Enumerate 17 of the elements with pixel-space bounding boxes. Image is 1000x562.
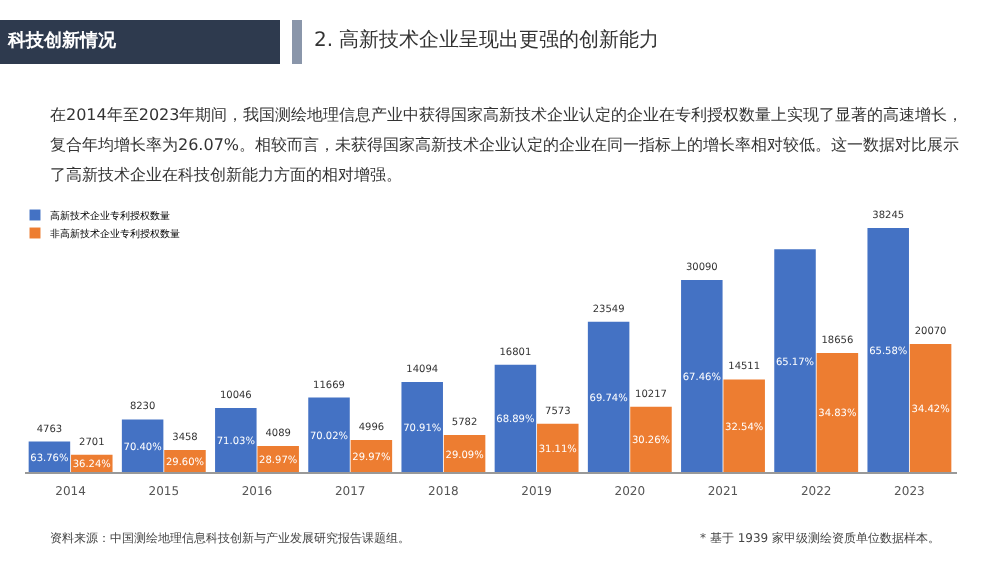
bar xyxy=(681,280,723,472)
bar xyxy=(723,379,765,472)
bar xyxy=(537,423,579,472)
bar xyxy=(121,419,164,472)
chart-title: 2. 高新技术企业呈现出更强的创新能力 xyxy=(292,20,660,64)
bar xyxy=(401,382,443,472)
bar xyxy=(630,406,672,472)
text: 科技创新情况 xyxy=(0,20,280,64)
bar xyxy=(215,407,257,472)
bar xyxy=(909,343,952,472)
bar xyxy=(494,364,537,472)
bar xyxy=(816,352,859,472)
chart-subtitle: 在2014年至2023年期间，我国测绘地理信息产业中获得国家高新技术企业认定的企业在专利授权数量上实现了显著的高速增长，复合年均增长率为26.07%。相较而言，未获得国家高新技术企业认定的企业在同一指标上的增长率相对较低。这一数据对比展示了高新技术企业在科技创新能力方面的相对增强。 xyxy=(50,104,966,188)
bar xyxy=(308,397,350,472)
bar xyxy=(774,249,816,472)
bar xyxy=(867,227,909,472)
bar xyxy=(587,321,630,472)
